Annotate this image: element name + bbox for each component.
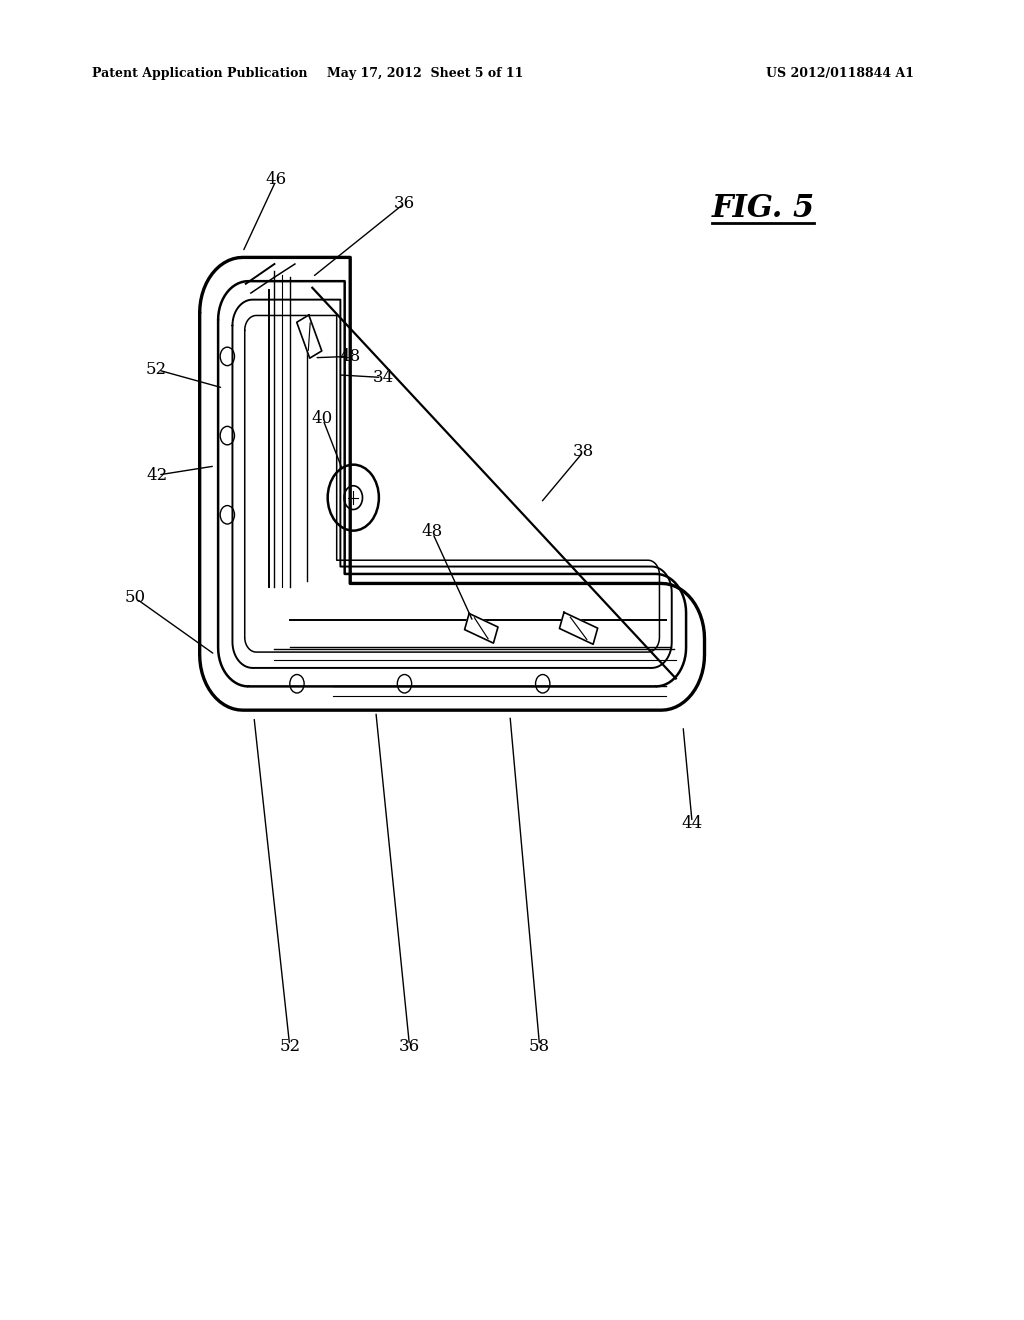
Text: FIG. 5: FIG. 5 [712, 193, 815, 224]
Text: 38: 38 [573, 444, 594, 459]
Polygon shape [465, 614, 498, 643]
Text: 48: 48 [340, 348, 360, 364]
Text: May 17, 2012  Sheet 5 of 11: May 17, 2012 Sheet 5 of 11 [327, 67, 523, 81]
Text: 52: 52 [146, 362, 167, 378]
Text: 48: 48 [422, 524, 442, 540]
Text: 34: 34 [373, 370, 393, 385]
Text: US 2012/0118844 A1: US 2012/0118844 A1 [766, 67, 913, 81]
Text: 36: 36 [394, 195, 415, 211]
Text: 36: 36 [399, 1039, 420, 1055]
Text: 50: 50 [125, 590, 145, 606]
Text: 58: 58 [529, 1039, 550, 1055]
Text: 40: 40 [312, 411, 333, 426]
Text: 52: 52 [280, 1039, 300, 1055]
Text: 46: 46 [266, 172, 287, 187]
Text: 42: 42 [146, 467, 167, 483]
Polygon shape [297, 315, 322, 358]
Polygon shape [559, 612, 598, 644]
Text: 44: 44 [682, 816, 702, 832]
Text: Patent Application Publication: Patent Application Publication [92, 67, 307, 81]
